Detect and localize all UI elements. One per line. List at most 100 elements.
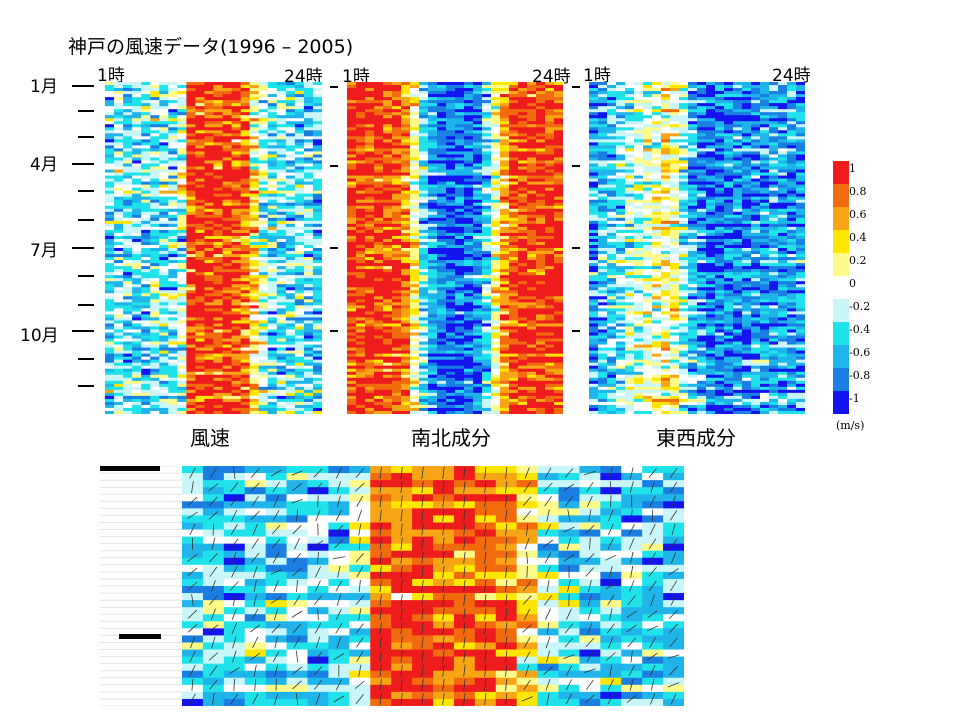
heatmap-cell [303,196,314,201]
heatmap-cell [437,302,447,306]
heatmap-cell [276,103,287,107]
heatmap-cell [356,226,366,231]
heatmap-cell [356,368,366,373]
heatmap-cell [401,311,411,315]
heatmap-cell [347,281,357,285]
heatmap-cell [518,269,528,273]
heatmap-cell [347,109,357,113]
heatmap-cell [455,278,465,282]
heatmap-cell [204,199,214,204]
heatmap-cell [231,193,242,198]
heatmap-cell [231,296,242,300]
heatmap-cell [132,211,142,216]
heatmap-cell [428,97,438,101]
heatmap-cell [374,254,384,258]
heatmap-cell [105,160,115,164]
heatmap-cell [392,335,402,339]
heatmap-cell [231,109,242,113]
heatmap-cell [437,323,447,327]
heatmap-cell [114,263,124,267]
heatmap-cell [231,175,242,179]
heatmap-cell [222,118,233,122]
heatmap-cell [491,217,501,222]
heatmap-cell [105,296,115,300]
heatmap-cell [347,314,357,318]
heatmap-cell [392,115,402,119]
hour-label-end: 24時 [772,66,811,86]
heatmap-cell [303,341,314,345]
heatmap-cell [356,266,366,270]
heatmap-cell [213,371,224,376]
heatmap-cell [240,410,251,414]
heatmap-cell [240,211,251,216]
heatmap-cell [455,238,465,243]
heatmap-cell [509,323,519,327]
heatmap-cell [168,235,178,240]
heatmap-cell [473,142,483,146]
heatmap-cell [222,287,233,291]
heatmap-cell [303,166,314,170]
heatmap-cell [303,257,314,261]
heatmap-cell [195,106,205,110]
heatmap-cell [312,238,322,243]
heatmap-cell [231,398,242,403]
heatmap-cell [150,335,160,339]
heatmap-cell [419,248,429,252]
heatmap-cell [105,374,115,379]
heatmap-cell [132,82,142,86]
heatmap-cell [168,154,178,158]
heatmap-cell [213,299,224,303]
heatmap-cell [527,172,537,176]
heatmap-cell [428,133,438,137]
heatmap-cell [249,88,260,92]
heatmap-cell [249,244,260,249]
heatmap-cell [446,263,456,267]
heatmap-cell [132,130,142,134]
heatmap-cell [141,332,151,336]
heatmap-cell [437,184,447,189]
heatmap-cell [267,305,278,309]
heatmap-cell [419,251,429,255]
heatmap-cell [491,368,501,373]
heatmap-cell [114,145,124,149]
heatmap-cell [294,314,305,318]
heatmap-cell [437,254,447,258]
heatmap-cell [518,263,528,267]
heatmap-cell [410,293,420,297]
heatmap-cell [455,311,465,315]
heatmap-cell [213,287,224,291]
heatmap-cell [267,314,278,318]
heatmap-cell [491,100,501,104]
heatmap-cell [455,169,465,173]
heatmap-cell [446,244,456,249]
heatmap-cell [105,100,115,104]
heatmap-cell [267,281,278,285]
heatmap-cell [509,94,519,98]
heatmap-cell [401,178,411,182]
heatmap-cell [168,115,178,119]
heatmap-cell [294,326,305,330]
heatmap-cell [401,232,411,237]
heatmap-cell [195,395,205,400]
heatmap-cell [545,323,555,327]
heatmap-cell [401,223,411,228]
heatmap-cell [374,166,384,170]
heatmap-cell [123,229,133,234]
heatmap-cell [500,238,510,243]
heatmap-cell [141,91,151,95]
heatmap-cell [356,229,366,234]
heatmap-cell [204,269,214,273]
heatmap-cell [518,217,528,222]
heatmap-cell [312,302,322,306]
heatmap-cell [141,287,151,291]
heatmap-cell [168,377,178,382]
heatmap-cell [383,100,393,104]
heatmap-cell [500,314,510,318]
heatmap-cell [527,175,537,179]
heatmap-cell [195,235,205,240]
heatmap-cell [132,398,142,403]
heatmap-cell [518,241,528,246]
heatmap-cell [491,121,501,125]
heatmap-cell [258,323,269,327]
heatmap-cell [123,338,133,342]
